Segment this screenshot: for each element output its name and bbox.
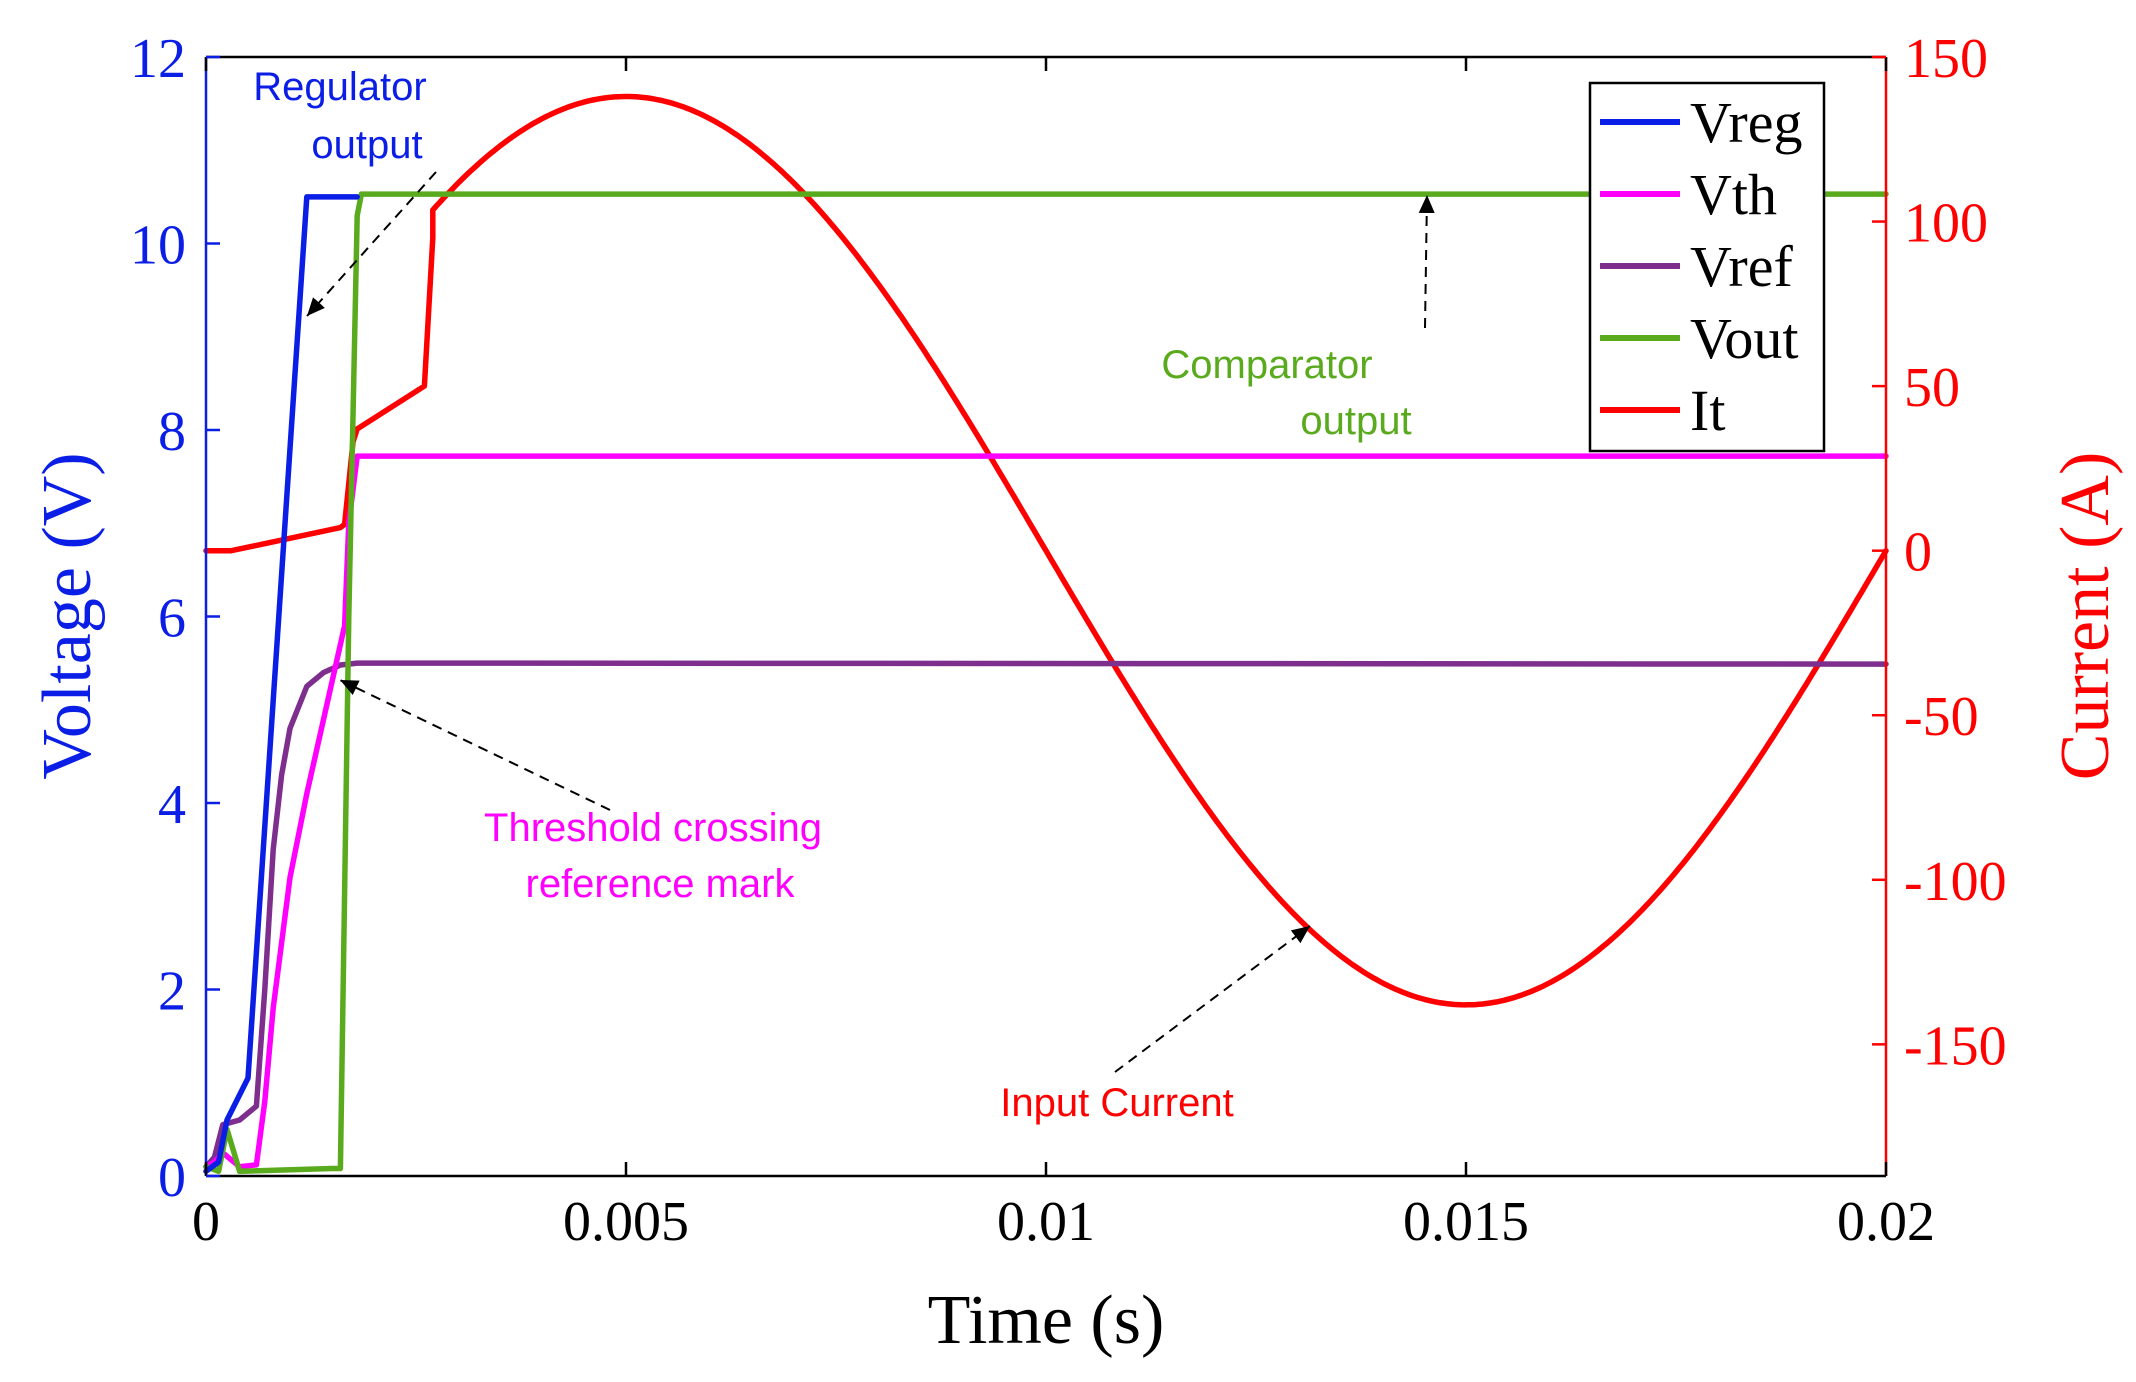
legend-label-vout: Vout: [1690, 306, 1799, 371]
y-left-tick-label: 10: [130, 215, 186, 277]
x-tick-label: 0.01: [997, 1191, 1095, 1253]
annotation-regulator-arrow: [306, 171, 437, 317]
annotation-comparator-line1: Comparator: [1161, 343, 1372, 387]
series-line-vreg: [203, 194, 360, 1175]
annotation-regulator-line1: Regulator: [253, 65, 426, 109]
y-right-ticks: 150 100 50 0 -50 -100 -150: [1872, 28, 2007, 1077]
y-left-axis-title: Voltage (V): [29, 452, 106, 779]
legend-label-vreg: Vreg: [1690, 90, 1802, 155]
y-right-axis-title: Current (A): [2047, 452, 2124, 781]
annotation-threshold-crossing: Threshold crossing reference mark: [339, 679, 822, 906]
y-left-tick-label: 8: [158, 401, 186, 463]
annotation-input-current-text: Input Current: [1000, 1081, 1233, 1125]
series-line-it: [203, 93, 1889, 1008]
y-left-ticks: 0 2 4 6 8 10 12: [130, 28, 220, 1209]
legend: Vreg Vth Vref Vout It: [1588, 81, 1826, 453]
annotation-threshold-line2: reference mark: [526, 862, 796, 906]
y-right-tick-label: -150: [1904, 1015, 2007, 1077]
annotation-regulator-line2: output: [311, 123, 422, 167]
y-right-tick-label: -50: [1904, 686, 1979, 748]
annotation-comparator-arrow: [1418, 194, 1435, 329]
y-left-tick-label: 4: [158, 774, 186, 836]
y-left-tick-label: 0: [158, 1147, 186, 1209]
y-right-tick-label: -100: [1904, 851, 2007, 913]
y-left-tick-label: 6: [158, 588, 186, 650]
y-right-tick-label: 0: [1904, 522, 1932, 584]
legend-label-vref: Vref: [1690, 234, 1793, 299]
x-ticks: 0 0.005 0.01 0.015 0.02: [192, 57, 1935, 1253]
y-right-tick-label: 100: [1904, 193, 1988, 255]
x-tick-label: 0.02: [1837, 1191, 1935, 1253]
annotation-regulator-output: Regulator output: [253, 65, 437, 317]
series-layer: [203, 93, 1889, 1175]
y-right-tick-label: 50: [1904, 357, 1960, 419]
x-tick-label: 0.015: [1403, 1191, 1529, 1253]
annotation-input-current: Input Current: [1000, 925, 1311, 1125]
x-axis-title: Time (s): [928, 1282, 1165, 1359]
annotation-input-current-arrow: [1114, 925, 1311, 1073]
annotation-threshold-line1: Threshold crossing: [484, 806, 822, 850]
legend-label-vth: Vth: [1690, 162, 1777, 227]
y-left-tick-label: 12: [130, 28, 186, 90]
annotation-comparator-output: Comparator output: [1161, 194, 1435, 443]
x-tick-label: 0: [192, 1191, 220, 1253]
annotation-comparator-line2: output: [1300, 399, 1411, 443]
y-left-tick-label: 2: [158, 961, 186, 1023]
x-tick-label: 0.005: [563, 1191, 689, 1253]
y-right-tick-label: 150: [1904, 28, 1988, 90]
legend-label-it: It: [1690, 378, 1725, 443]
